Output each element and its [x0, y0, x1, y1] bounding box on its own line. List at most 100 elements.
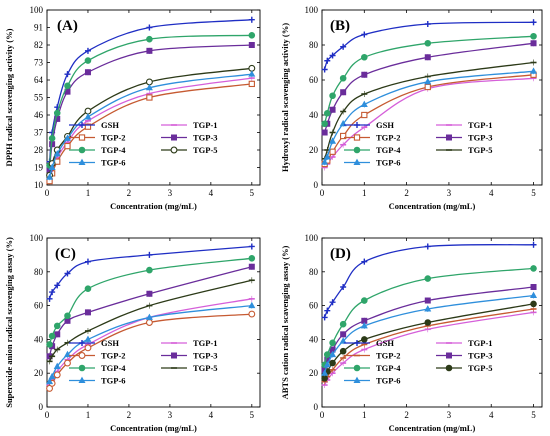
- data-point: [530, 40, 537, 47]
- legend-label: GSH: [101, 338, 119, 348]
- chart-panel-b: 0 20 40 60 80 100 0 1 2 3 4 5 Concentration (mg/mL) H…: [280, 5, 543, 211]
- y-tick-label: 0: [314, 402, 319, 412]
- data-point: [146, 290, 153, 297]
- data-point: [84, 113, 92, 120]
- data-point: [329, 137, 337, 144]
- legend-label: TGP-3: [468, 351, 493, 361]
- data-point: [84, 285, 92, 293]
- y-tick-label: 46: [34, 110, 44, 120]
- data-point: [321, 314, 328, 321]
- data-point: [329, 92, 336, 100]
- data-point: [323, 351, 331, 358]
- data-point: [424, 77, 432, 85]
- data-point: [64, 82, 71, 90]
- series-tgp-6: [46, 301, 256, 385]
- legend-swatch-marker: [170, 134, 177, 141]
- data-point: [84, 123, 92, 130]
- y-tick-label: 82: [34, 40, 43, 50]
- data-point: [329, 359, 336, 367]
- data-point: [248, 16, 255, 23]
- data-point: [424, 305, 432, 312]
- x-tick-label: 4: [209, 410, 214, 420]
- legend-label: TGP-6: [376, 376, 401, 386]
- series-tgp-2: [321, 71, 537, 168]
- data-point: [339, 320, 347, 328]
- data-point: [248, 243, 255, 250]
- legend-swatch-marker: [170, 352, 177, 359]
- data-point: [424, 243, 431, 250]
- data-point: [329, 350, 337, 358]
- legend-label: TGP-1: [468, 338, 493, 348]
- y-tick-label: 100: [305, 233, 319, 243]
- x-tick-label: 0: [45, 410, 50, 420]
- data-point: [84, 335, 92, 342]
- legend-entry: TGP-5: [436, 145, 493, 155]
- legend: GSH TGP-1 TGP-2 TGP-3 TGP-4 TGP-5 TGP-6: [69, 120, 218, 168]
- legend-entry: TGP-1: [161, 120, 218, 130]
- legend-swatch-marker: [354, 340, 360, 346]
- x-tick-label: 4: [489, 410, 494, 420]
- panel-label: (D): [330, 246, 351, 262]
- data-point: [64, 359, 71, 367]
- data-point: [54, 282, 61, 289]
- legend-entry: GSH: [344, 120, 394, 130]
- y-tick-label: 0: [39, 402, 44, 412]
- legend-entry: TGP-1: [436, 338, 493, 348]
- data-point: [48, 135, 56, 142]
- data-point: [46, 173, 54, 180]
- data-point: [361, 31, 368, 38]
- data-point: [530, 300, 537, 308]
- legend-label: TGP-3: [193, 133, 218, 143]
- series-gsh: [321, 241, 537, 321]
- series-tgp-2: [46, 80, 255, 185]
- data-point: [248, 70, 256, 77]
- y-tick-label: 0: [314, 180, 319, 190]
- legend-entry: TGP-5: [161, 363, 218, 373]
- legend-entry: TGP-3: [161, 351, 218, 361]
- x-tick-label: 5: [531, 188, 536, 198]
- data-point: [360, 100, 368, 107]
- legend-entry: TGP-2: [344, 351, 401, 361]
- x-tick-label: 4: [209, 188, 214, 198]
- data-point: [49, 289, 56, 296]
- data-point: [329, 339, 336, 347]
- legend-label: TGP-4: [101, 145, 126, 155]
- x-axis-label: Concentration (mg/mL): [389, 423, 476, 433]
- legend-label: TGP-6: [376, 158, 401, 168]
- data-point: [248, 31, 256, 39]
- data-point: [64, 270, 71, 277]
- x-tick-label: 2: [404, 410, 409, 420]
- series-tgp-1: [46, 75, 255, 183]
- data-point: [248, 301, 256, 309]
- data-point: [340, 331, 347, 338]
- legend-swatch-marker: [353, 158, 361, 165]
- data-point: [63, 134, 71, 141]
- data-point: [339, 74, 347, 82]
- y-tick-label: 80: [309, 40, 319, 50]
- legend-swatch-marker: [353, 364, 361, 372]
- x-tick-label: 5: [531, 410, 536, 420]
- legend-label: TGP-2: [101, 351, 126, 361]
- data-point: [340, 284, 347, 291]
- data-point: [63, 350, 71, 358]
- legend-label: GSH: [101, 120, 119, 130]
- data-point: [53, 362, 61, 369]
- x-tick-label: 0: [320, 188, 325, 198]
- legend-entry: GSH: [69, 120, 119, 130]
- chart-panel-c: 0 20 40 60 80 100 0 1 2 3 4 5 Concentration (mg/mL) S…: [4, 233, 261, 433]
- y-tick-label: 10: [34, 180, 44, 190]
- data-point: [46, 341, 53, 348]
- legend-swatch-marker: [170, 146, 178, 154]
- data-point: [84, 258, 91, 265]
- data-point: [145, 83, 153, 91]
- data-point: [424, 39, 432, 47]
- legend-label: TGP-1: [468, 120, 493, 130]
- legend-entry: TGP-6: [344, 376, 401, 386]
- chart-panel-d: 0 20 40 60 80 100 0 1 2 3 4 5 Concentration (mg/mL) A…: [280, 233, 543, 433]
- legend-label: TGP-6: [101, 376, 126, 386]
- series-tgp-5: [321, 300, 537, 382]
- y-tick-label: 40: [309, 110, 319, 120]
- x-tick-label: 4: [489, 188, 494, 198]
- y-tick-label: 37: [34, 128, 44, 138]
- data-point: [146, 251, 153, 258]
